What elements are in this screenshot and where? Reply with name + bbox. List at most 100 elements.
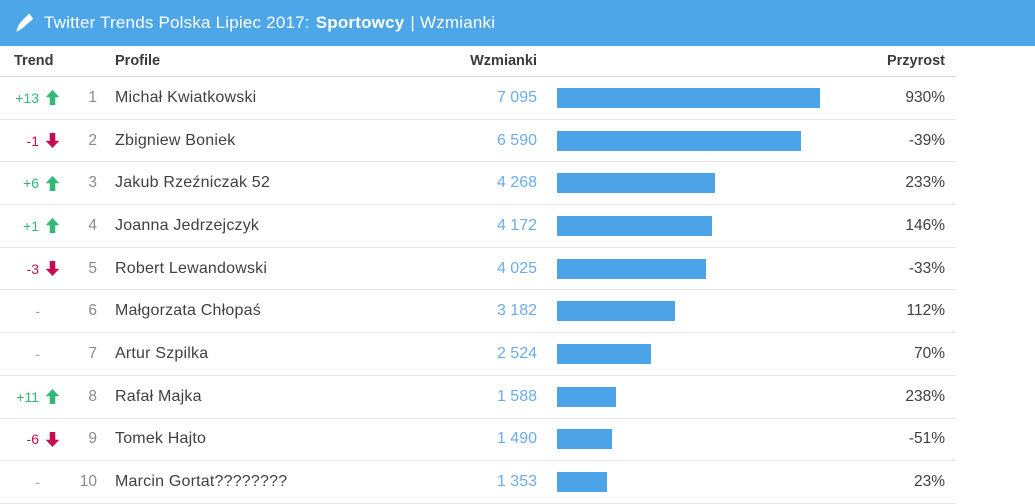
table-body: +13 1 Michał Kwiatkowski 7 095 930% -1 2 — [0, 77, 956, 504]
mention-bar — [557, 258, 706, 279]
mentions-bar-cell — [537, 429, 865, 450]
table-row[interactable]: - 6 Małgorzata Chłopaś 3 182 112% — [0, 290, 956, 334]
trend-cell: -1 — [0, 133, 62, 149]
rank-number: 10 — [79, 473, 97, 491]
growth-percent: -39% — [908, 131, 945, 149]
column-header-trend: Trend — [14, 53, 54, 69]
growth-percent: 112% — [906, 302, 946, 320]
profile-name[interactable]: Robert Lewandowski — [115, 259, 268, 277]
table-row[interactable]: +11 8 Rafał Majka 1 588 238% — [0, 376, 956, 419]
table-row[interactable]: +1 4 Joanna Jedrzejczyk 4 172 146% — [0, 205, 956, 248]
mentions-count[interactable]: 3 182 — [496, 302, 537, 320]
mentions-bar-cell — [537, 343, 865, 364]
column-header-growth: Przyrost — [886, 53, 945, 69]
mentions-bar-cell — [537, 130, 865, 151]
trend-cell: -3 — [0, 261, 62, 277]
profile-name[interactable]: Rafał Majka — [115, 387, 202, 405]
mentions-bar-cell — [537, 258, 865, 279]
rank-number: 9 — [88, 430, 97, 448]
mentions-count[interactable]: 6 590 — [496, 131, 537, 149]
trend-arrow-icon — [45, 133, 60, 149]
profile-name[interactable]: Artur Szpilka — [115, 344, 209, 362]
trend-arrow-icon — [45, 90, 60, 106]
trend-arrow-icon — [45, 261, 60, 277]
mentions-count[interactable]: 4 025 — [496, 259, 537, 277]
trend-arrow-icon — [45, 389, 60, 405]
mentions-count[interactable]: 1 490 — [496, 430, 537, 448]
mention-bar — [557, 173, 715, 194]
growth-percent: 233% — [905, 174, 945, 192]
table-row[interactable]: -1 2 Zbigniew Boniek 6 590 -39% — [0, 120, 956, 163]
trend-cell: -6 — [0, 431, 62, 447]
rank-number: 3 — [88, 174, 97, 192]
trend-cell: - — [0, 346, 62, 362]
mention-bar — [557, 429, 612, 450]
trend-change-value: - — [35, 303, 40, 320]
mentions-bar-cell — [537, 215, 865, 236]
rank-number: 8 — [88, 387, 97, 405]
trend-cell: - — [0, 303, 62, 319]
table-header-row: Trend Profile Wzmianki Przyrost — [0, 46, 956, 77]
mentions-count[interactable]: 4 172 — [496, 216, 537, 234]
trend-change-value: -3 — [26, 260, 39, 277]
mentions-count[interactable]: 1 353 — [496, 473, 537, 491]
mentions-bar-cell — [537, 301, 865, 322]
mention-bar — [557, 87, 820, 108]
profile-name[interactable]: Zbigniew Boniek — [115, 131, 236, 149]
profile-name[interactable]: Tomek Hajto — [115, 430, 207, 448]
column-header-mentions: Wzmianki — [470, 53, 537, 69]
title-metric: | Wzmianki — [410, 13, 496, 32]
rank-number: 1 — [88, 88, 97, 106]
page-title: Twitter Trends Polska Lipiec 2017: Sport… — [44, 13, 495, 33]
trend-change-value: +6 — [23, 175, 39, 192]
trend-change-value: - — [35, 474, 40, 491]
trend-change-value: - — [35, 345, 40, 362]
table-row[interactable]: -3 5 Robert Lewandowski 4 025 -33% — [0, 248, 956, 291]
column-header-profile: Profile — [115, 53, 161, 69]
growth-percent: -33% — [908, 259, 945, 277]
trends-table: Trend Profile Wzmianki Przyrost +13 1 Mi… — [0, 46, 956, 504]
growth-percent: 930% — [905, 88, 945, 106]
profile-name[interactable]: Michał Kwiatkowski — [115, 88, 257, 106]
trend-arrow-icon — [45, 431, 60, 447]
trend-cell: +1 — [0, 218, 62, 234]
growth-percent: 23% — [913, 473, 945, 491]
mention-bar — [557, 472, 607, 493]
trend-arrow-icon — [45, 218, 60, 234]
mentions-count[interactable]: 4 268 — [496, 174, 537, 192]
trend-change-value: -6 — [26, 431, 39, 448]
trend-cell: +13 — [0, 90, 62, 106]
mention-bar — [557, 130, 801, 151]
mention-bar — [557, 301, 675, 322]
title-bar: Twitter Trends Polska Lipiec 2017: Sport… — [0, 0, 1035, 46]
profile-name[interactable]: Marcin Gortat???????? — [115, 473, 288, 491]
profile-name[interactable]: Jakub Rzeźniczak 52 — [115, 174, 270, 192]
profile-name[interactable]: Joanna Jedrzejczyk — [115, 216, 260, 234]
mentions-count[interactable]: 7 095 — [496, 88, 537, 106]
growth-percent: 70% — [913, 344, 945, 362]
profile-name[interactable]: Małgorzata Chłopaś — [115, 302, 261, 320]
rank-number: 7 — [88, 344, 97, 362]
table-row[interactable]: - 7 Artur Szpilka 2 524 70% — [0, 333, 956, 376]
trend-change-value: +11 — [16, 388, 39, 405]
growth-percent: 146% — [905, 216, 945, 234]
table-row[interactable]: -6 9 Tomek Hajto 1 490 -51% — [0, 419, 956, 462]
table-row[interactable]: +13 1 Michał Kwiatkowski 7 095 930% — [0, 77, 956, 120]
trend-change-value: +1 — [23, 217, 39, 234]
trend-cell: +11 — [0, 389, 62, 405]
mentions-bar-cell — [537, 386, 865, 407]
growth-percent: 238% — [905, 387, 945, 405]
table-row[interactable]: - 10 Marcin Gortat???????? 1 353 23% — [0, 461, 956, 504]
trend-arrow-icon — [45, 175, 60, 191]
mentions-count[interactable]: 2 524 — [496, 344, 537, 362]
mention-bar — [557, 215, 712, 236]
mentions-bar-cell — [537, 472, 865, 493]
mentions-bar-cell — [537, 173, 865, 194]
pen-icon — [16, 13, 33, 32]
rank-number: 4 — [88, 216, 97, 234]
mentions-count[interactable]: 1 588 — [496, 387, 537, 405]
trend-change-value: +13 — [15, 89, 39, 106]
table-row[interactable]: +6 3 Jakub Rzeźniczak 52 4 268 233% — [0, 162, 956, 206]
rank-number: 2 — [88, 131, 97, 149]
